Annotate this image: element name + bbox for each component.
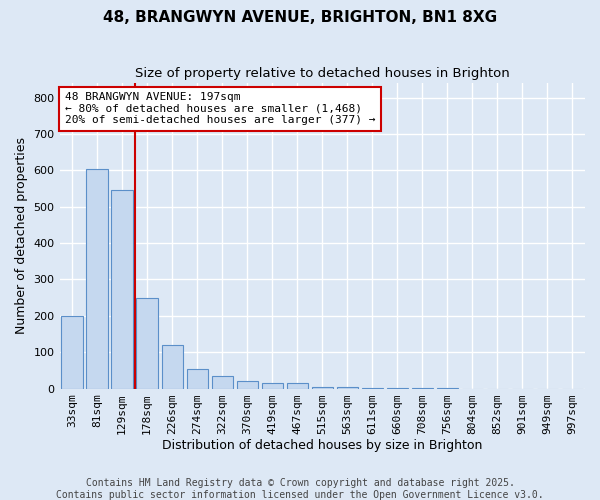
Bar <box>311 387 333 388</box>
Bar <box>212 376 233 388</box>
Bar <box>136 298 158 388</box>
Bar <box>236 382 258 388</box>
Text: 48, BRANGWYN AVENUE, BRIGHTON, BN1 8XG: 48, BRANGWYN AVENUE, BRIGHTON, BN1 8XG <box>103 10 497 25</box>
Bar <box>187 368 208 388</box>
X-axis label: Distribution of detached houses by size in Brighton: Distribution of detached houses by size … <box>162 440 482 452</box>
Title: Size of property relative to detached houses in Brighton: Size of property relative to detached ho… <box>135 68 509 80</box>
Bar <box>287 384 308 388</box>
Bar <box>112 190 133 388</box>
Bar <box>86 168 108 388</box>
Text: 48 BRANGWYN AVENUE: 197sqm
← 80% of detached houses are smaller (1,468)
20% of s: 48 BRANGWYN AVENUE: 197sqm ← 80% of deta… <box>65 92 375 126</box>
Bar <box>61 316 83 388</box>
Bar <box>262 383 283 388</box>
Text: Contains HM Land Registry data © Crown copyright and database right 2025.
Contai: Contains HM Land Registry data © Crown c… <box>56 478 544 500</box>
Y-axis label: Number of detached properties: Number of detached properties <box>15 138 28 334</box>
Bar <box>161 345 183 389</box>
